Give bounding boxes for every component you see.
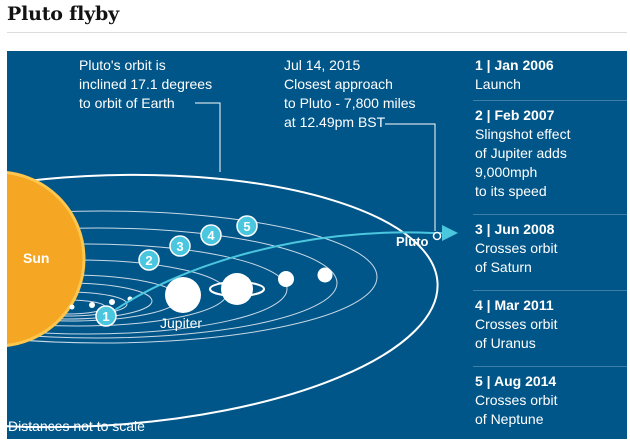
approach-note-line: at 12.49pm BST xyxy=(284,114,386,130)
orbit-note-line: to orbit of Earth xyxy=(79,95,175,111)
timeline-divider xyxy=(473,366,627,367)
orbit-uranus xyxy=(7,227,338,339)
uranus-icon xyxy=(278,271,294,287)
marker-5-label: 5 xyxy=(243,219,250,234)
sun-label: Sun xyxy=(23,250,49,266)
event-heading: 1 | Jan 2006 xyxy=(475,57,554,73)
orbit-note-line: inclined 17.1 degrees xyxy=(79,76,213,92)
approach-note-line: Closest approach xyxy=(284,76,393,92)
marker-4: 4 xyxy=(200,224,222,246)
event-text: to its speed xyxy=(475,183,547,199)
timeline-sidebar: 1 | Jan 2006 Launch 2 | Feb 2007 Slingsh… xyxy=(473,51,627,439)
diagram-panel: 1 2 3 4 5 Sun Jupiter Pluto Distances xyxy=(7,51,627,439)
page-title: Pluto flyby xyxy=(7,3,119,25)
event-heading: 2 | Feb 2007 xyxy=(475,107,555,123)
saturn-icon xyxy=(209,273,265,305)
marker-3: 3 xyxy=(169,235,191,257)
approach-note-line: Jul 14, 2015 xyxy=(284,57,361,73)
orbit-note-line: Pluto's orbit is xyxy=(79,57,166,73)
marker-2: 2 xyxy=(138,249,160,271)
new-horizons-trajectory xyxy=(104,225,458,318)
marker-2-label: 2 xyxy=(145,253,152,268)
timeline-event-2: 2 | Feb 2007 Slingshot effect of Jupiter… xyxy=(475,106,570,201)
timeline-divider xyxy=(473,290,627,291)
timeline-event-4: 4 | Mar 2011 Crosses orbit of Uranus xyxy=(475,296,557,353)
event-heading: 4 | Mar 2011 xyxy=(475,297,554,313)
venus-icon xyxy=(89,302,95,308)
mercury-icon xyxy=(69,304,75,310)
earth-icon xyxy=(109,299,115,305)
jupiter-label: Jupiter xyxy=(160,315,202,331)
scale-note: Distances not to scale xyxy=(8,418,145,434)
timeline-event-3: 3 | Jun 2008 Crosses orbit of Saturn xyxy=(475,220,557,277)
marker-1-label: 1 xyxy=(102,309,109,324)
timeline-divider xyxy=(473,214,627,215)
event-heading: 3 | Jun 2008 xyxy=(475,221,555,237)
approach-note-line: to Pluto - 7,800 miles xyxy=(284,95,416,111)
jupiter-icon xyxy=(165,277,201,313)
timeline-divider xyxy=(473,100,627,101)
event-text: of Neptune xyxy=(475,411,544,427)
orbit-note-leader xyxy=(195,102,221,172)
event-text: Launch xyxy=(475,76,521,92)
event-text: of Uranus xyxy=(475,335,536,351)
orbit-saturn xyxy=(7,243,288,335)
neptune-icon xyxy=(317,267,333,283)
event-text: Crosses orbit xyxy=(475,316,558,332)
marker-3-label: 3 xyxy=(176,239,183,254)
event-text: of Jupiter adds xyxy=(475,145,567,161)
orbit-neptune xyxy=(7,210,378,344)
event-text: Crosses orbit xyxy=(475,392,558,408)
timeline-background xyxy=(473,51,627,439)
timeline-event-1: 1 | Jan 2006 Launch xyxy=(475,56,554,94)
event-heading: 5 | Aug 2014 xyxy=(475,373,557,389)
orbit-pluto xyxy=(7,173,439,429)
pluto-label: Pluto xyxy=(396,234,429,249)
marker-1: 1 xyxy=(95,305,117,327)
closest-approach-note: Jul 14, 2015 Closest approach to Pluto -… xyxy=(284,56,416,132)
event-text: Slingshot effect xyxy=(475,126,571,142)
marker-5: 5 xyxy=(236,215,258,237)
event-text: 9,000mph xyxy=(475,164,538,180)
event-text: of Saturn xyxy=(475,259,532,275)
pluto-icon xyxy=(432,231,442,241)
marker-4-label: 4 xyxy=(207,228,215,243)
orbit-inclination-note: Pluto's orbit is inclined 17.1 degrees t… xyxy=(79,56,212,113)
sun-icon xyxy=(7,171,86,347)
event-text: Crosses orbit xyxy=(475,240,558,256)
solar-system-diagram: 1 2 3 4 5 Sun Jupiter Pluto Distances xyxy=(7,51,627,439)
title-divider xyxy=(7,32,627,33)
approach-note-leader xyxy=(385,123,436,231)
timeline-event-5: 5 | Aug 2014 Crosses orbit of Neptune xyxy=(475,372,557,429)
